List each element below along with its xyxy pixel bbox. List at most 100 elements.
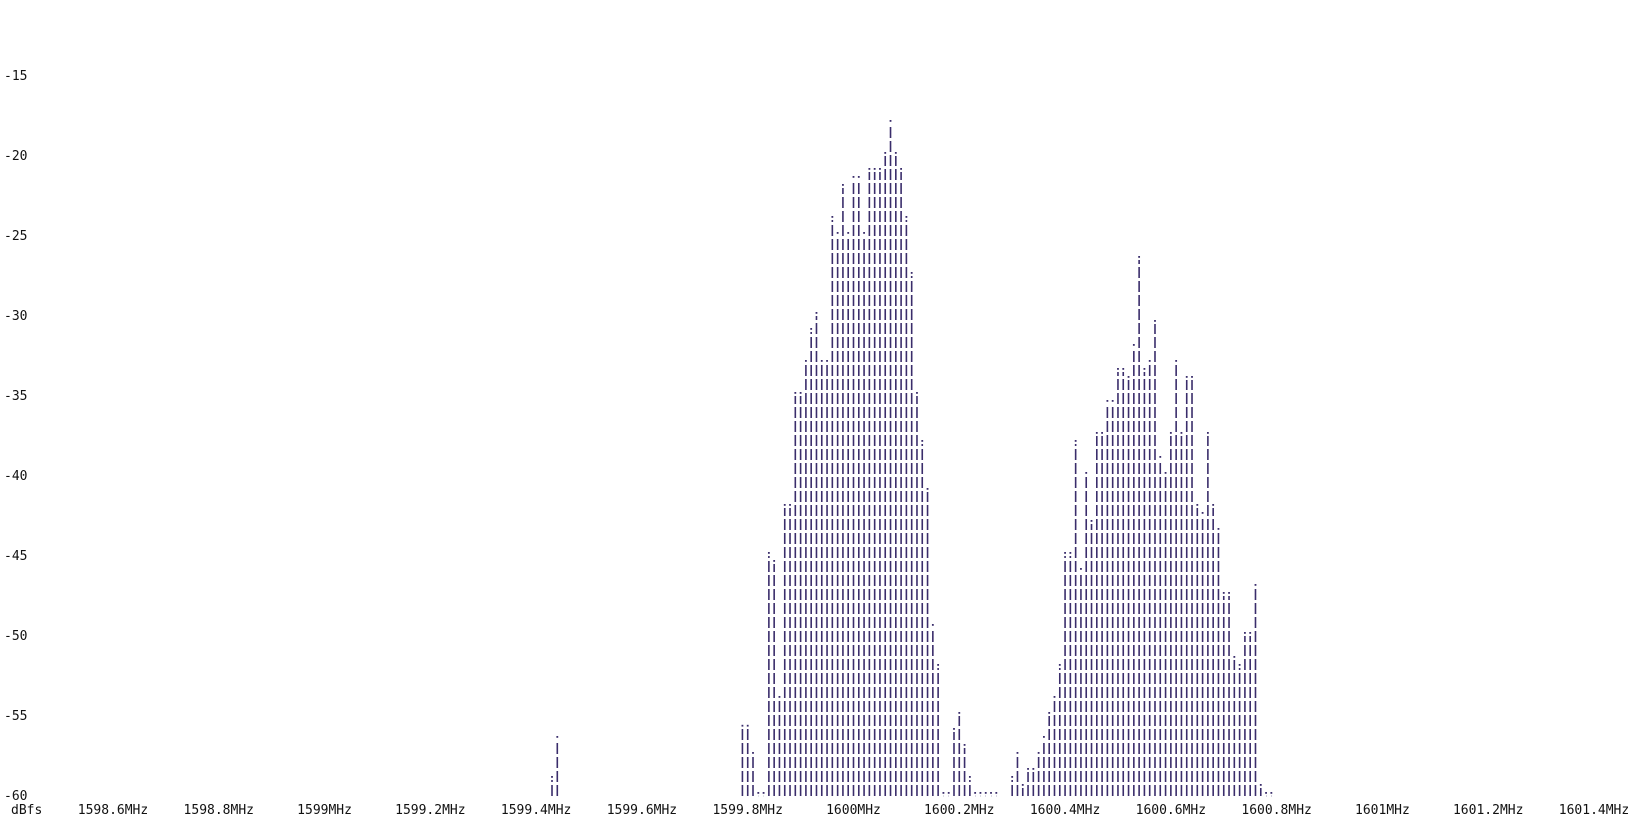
spectrum-bar-cap (926, 488, 929, 490)
y-tick-label: -45 (4, 549, 27, 564)
spectrum-bar-cap (1254, 584, 1257, 586)
x-axis: dBfs 1598.6MHz 1598.8MHz 1599MHz 1599.2MHz 1… (11, 803, 1629, 818)
spectrum-bar-cap (1027, 768, 1029, 770)
spectrum-bar-cap (1265, 792, 1267, 794)
spectrum-bar-cap (1021, 784, 1024, 786)
spectrum-bar-cap (757, 792, 760, 794)
y-tick-label: -20 (4, 149, 27, 164)
spectrum-bar-cap (884, 152, 887, 154)
spectrum-bar-cap (1069, 552, 1072, 554)
spectrum-bar-cap (990, 792, 992, 794)
x-tick-label: 1601.4MHz (1559, 803, 1629, 818)
y-tick-label: -50 (4, 629, 27, 644)
spectrum-bar-cap (868, 168, 871, 170)
spectrum-bar-cap (984, 792, 987, 794)
spectrum-bar-cap (1249, 632, 1252, 634)
y-tick-label: -15 (4, 69, 27, 84)
x-tick-label: 1600.6MHz (1136, 803, 1206, 818)
spectrum-bar-cap (810, 328, 813, 330)
spectrum-bar-cap (1154, 320, 1156, 322)
spectrum-bar-cap (1159, 456, 1162, 458)
x-tick-label: 1600.4MHz (1030, 803, 1100, 818)
spectrum-bar-cap (778, 696, 781, 698)
spectrum-bar-cap (847, 232, 850, 234)
x-tick-label: 1599.6MHz (607, 803, 677, 818)
spectrum-bar-cap (953, 728, 955, 730)
spectrum-bar-cap (889, 120, 892, 122)
spectrum-bar-cap (1244, 632, 1246, 634)
spectrum-bar-cap (1074, 440, 1077, 442)
spectrum-bar-cap (894, 152, 897, 154)
spectrum-bar-cap (1058, 664, 1061, 666)
spectrum-bar-cap (815, 312, 818, 314)
spectrum-bar-cap (958, 712, 961, 714)
x-tick-label: 1599.2MHz (395, 803, 465, 818)
y-axis: -15 -20 -25 -30 -35 -40 -45 -50 -55 -60 (4, 69, 27, 804)
spectrum-bar-cap (974, 792, 977, 794)
spectrum-bar-cap (1175, 360, 1178, 362)
spectrum-bar-cap (773, 560, 776, 562)
spectrum-bar-cap (1217, 528, 1220, 530)
spectrum-bar-cap (1053, 696, 1056, 698)
spectrum-bar-cap (794, 392, 797, 394)
y-tick-label: -60 (4, 789, 27, 804)
spectrum-bar-cap (1233, 656, 1236, 658)
spectrum-bar-cap (1064, 552, 1066, 554)
spectrum-bar-cap (1095, 432, 1098, 434)
x-tick-label: 1600.2MHz (924, 803, 994, 818)
spectrum-bar-cap (1048, 712, 1051, 714)
spectrum-bar-cap (1206, 432, 1209, 434)
x-tick-label: 1600.8MHz (1241, 803, 1311, 818)
y-tick-label: -35 (4, 389, 27, 404)
spectrum-bar-cap (1132, 344, 1135, 346)
spectrum-bar-cap (910, 272, 913, 274)
spectrum-bar-cap (1143, 368, 1146, 370)
spectrum-bar-cap (1180, 432, 1183, 434)
x-tick-label: 1598.6MHz (78, 803, 148, 818)
spectrum-bar-cap (1191, 376, 1193, 378)
spectrum-bar-cap (1148, 360, 1151, 362)
spectrum-bar-cap (916, 392, 918, 394)
spectrum-bar-cap (1043, 736, 1045, 738)
spectrum-bar-cap (551, 776, 553, 778)
spectrum-bar-cap (963, 744, 966, 746)
spectrum-bar-cap (1169, 432, 1172, 434)
spectrum-bar-cap (1222, 592, 1225, 594)
spectrum-bars (551, 120, 1273, 796)
spectrum-bar-cap (1085, 472, 1088, 474)
spectrum-bar-cap (789, 504, 791, 506)
x-tick-label: 1601.2MHz (1453, 803, 1523, 818)
y-tick-label: -55 (4, 709, 27, 724)
spectrum-bar-cap (1117, 368, 1119, 370)
spectrum-bar-cap (556, 736, 559, 738)
spectrum-bar-cap (1164, 472, 1167, 474)
spectrum-bar-cap (1122, 368, 1125, 370)
spectrum-bar-cap (826, 360, 828, 362)
spectrum-bar-cap (852, 176, 855, 178)
spectrum-bar-cap (1212, 504, 1215, 506)
spectrum-bar-cap (741, 724, 744, 727)
spectrum-bar-cap (879, 168, 881, 170)
spectrum-bar-cap (820, 360, 823, 362)
spectrum-bar-cap (873, 168, 876, 170)
spectrum-bar-cap (968, 776, 971, 778)
spectrum-bar-cap (857, 176, 860, 178)
spectrum-bar-cap (1138, 256, 1141, 258)
spectrum-bar-cap (1011, 776, 1014, 778)
spectrum-bar-cap (831, 216, 834, 218)
spectrum-bar-cap (783, 504, 786, 506)
spectrum-bar-cap (1090, 520, 1093, 522)
spectrum-bar-cap (752, 752, 754, 754)
spectrum-bar-cap (1101, 432, 1103, 434)
spectrum-bar-cap (1032, 768, 1035, 770)
spectrum-bar-cap (746, 724, 749, 727)
x-tick-label: 1599MHz (297, 803, 352, 818)
spectrum-bar-cap (1238, 664, 1241, 666)
x-tick-label: 1599.4MHz (501, 803, 571, 818)
spectrum-bar-cap (900, 168, 903, 170)
x-tick-label: 1600MHz (826, 803, 881, 818)
spectrum-bar-cap (1259, 784, 1262, 786)
spectrum-bar-cap (1037, 752, 1040, 754)
spectrum-bar-cap (1016, 752, 1019, 754)
